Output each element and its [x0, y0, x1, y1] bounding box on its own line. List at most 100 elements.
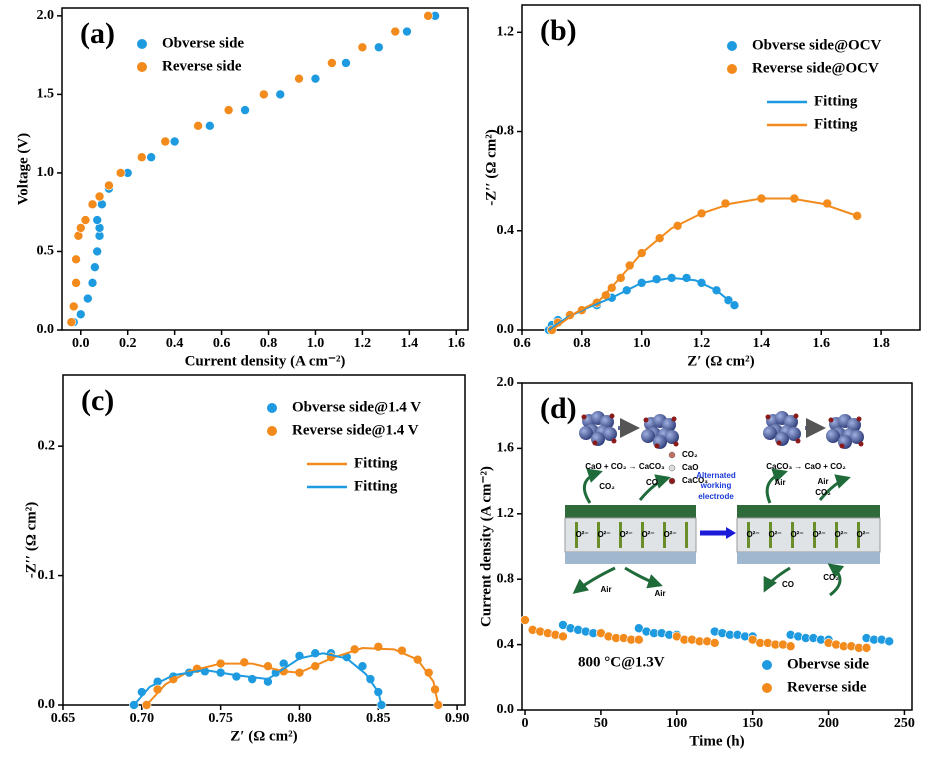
y-tick-label: 0.4 — [497, 223, 515, 238]
inset-dot — [610, 414, 615, 419]
y-tick-label: 0.2 — [38, 438, 56, 453]
inset-dot — [777, 441, 782, 446]
inset-dot — [582, 415, 587, 420]
data-point — [786, 642, 795, 651]
panel-label: (d) — [540, 392, 577, 425]
panel-label: (b) — [540, 14, 577, 47]
data-point — [276, 90, 285, 99]
data-point — [295, 74, 304, 83]
inset-label: Air — [654, 589, 665, 598]
x-tick-label: 1.6 — [448, 336, 466, 351]
data-point — [104, 181, 113, 190]
legend-label: Fitting — [814, 93, 858, 109]
legend-marker — [267, 403, 277, 413]
data-point — [682, 273, 691, 282]
x-tick-label: 50 — [594, 716, 608, 731]
data-point — [391, 27, 400, 36]
y-tick-label: 2.0 — [497, 375, 515, 390]
inset-label: CO — [782, 580, 794, 589]
legend-label: Fitting — [354, 455, 398, 471]
legend-marker — [137, 62, 147, 72]
y-tick-label: 1.6 — [497, 441, 515, 456]
inset-dot — [859, 442, 864, 447]
inset-label: CO₂ — [599, 482, 615, 491]
inset-label: O²⁻ — [575, 530, 588, 539]
x-tick-label: 1.2 — [693, 336, 711, 351]
data-point — [240, 658, 249, 667]
data-point — [710, 638, 719, 647]
inset-dot — [593, 441, 598, 446]
x-tick-label: 150 — [742, 716, 763, 731]
x-tick-label: 1.4 — [753, 336, 771, 351]
y-tick-label: 0.0 — [37, 322, 55, 337]
x-tick-label: 1.2 — [354, 336, 372, 351]
inset-label: CO₂ — [815, 488, 831, 497]
inset-sphere — [579, 426, 593, 440]
data-point — [137, 153, 146, 162]
inset-label: O²⁻ — [619, 530, 632, 539]
y-tick-label: 2.0 — [37, 8, 55, 23]
y-tick-label: 0.0 — [497, 322, 515, 337]
x-tick-label: 0.85 — [366, 711, 391, 726]
x-tick-label: 0.6 — [213, 336, 231, 351]
inset-label: Alternated — [696, 471, 736, 480]
annotation: 800 °C@1.3V — [578, 654, 665, 670]
inset-label: O²⁻ — [834, 530, 847, 539]
inset-label: CaO + CO₂ → CaCO₃ — [585, 462, 665, 471]
data-point — [95, 192, 104, 201]
plot-frame — [522, 5, 920, 330]
x-tick-label: 0.2 — [119, 336, 137, 351]
data-point — [327, 58, 336, 67]
inset-label: CO₂ — [823, 573, 839, 582]
legend-label: Obverse side — [162, 35, 244, 51]
legend-label: Obervse side — [787, 656, 869, 672]
data-point — [862, 643, 871, 652]
inset-label: O²⁻ — [856, 530, 869, 539]
data-point — [81, 216, 90, 225]
inset-dot — [674, 442, 679, 447]
legend-marker — [137, 39, 147, 49]
data-point — [147, 153, 156, 162]
y-axis-title: -Z′′ (Ω cm²) — [23, 502, 39, 579]
inset-sphere — [641, 429, 655, 443]
y-axis-title: Voltage (V) — [15, 133, 31, 205]
x-tick-label: 1.0 — [307, 336, 325, 351]
inset-label: Air — [817, 477, 828, 486]
inset-label: O²⁻ — [597, 530, 610, 539]
y-tick-label: 0.1 — [38, 568, 56, 583]
inset-arrowhead — [726, 527, 736, 539]
inset-label: working — [700, 481, 732, 490]
x-axis-title: Z′ (Ω cm²) — [687, 353, 754, 369]
legend-marker — [762, 683, 772, 693]
legend-label: Obverse side@1.4 V — [292, 399, 421, 415]
electrode-top — [737, 505, 880, 518]
inset-curve — [584, 472, 600, 503]
x-tick-label: 0.8 — [573, 336, 591, 351]
data-point — [93, 216, 102, 225]
data-point — [116, 168, 125, 177]
data-point — [374, 43, 383, 52]
x-tick-label: 1.6 — [812, 336, 830, 351]
y-tick-label: 1.2 — [497, 506, 515, 521]
y-tick-label: 0.8 — [497, 571, 515, 586]
x-tick-label: 1.8 — [872, 336, 890, 351]
legend-label: Reverse side@OCV — [752, 60, 879, 76]
data-point — [341, 58, 350, 67]
data-point — [358, 43, 367, 52]
x-tick-label: 250 — [894, 716, 915, 731]
electrode-top — [565, 505, 696, 518]
fit-line — [552, 199, 857, 330]
x-tick-label: 0.80 — [287, 711, 312, 726]
data-point — [67, 318, 76, 327]
x-tick-label: 0.0 — [72, 336, 90, 351]
inset-key — [669, 478, 675, 484]
inset-key — [669, 465, 675, 471]
x-tick-label: 0.4 — [166, 336, 184, 351]
inset-label: O²⁻ — [746, 530, 759, 539]
electrode-bar — [685, 522, 688, 548]
legend-label: Reverse side — [162, 58, 242, 74]
x-axis-title: Time (h) — [689, 733, 744, 749]
legend-marker — [727, 64, 737, 74]
inset-curve — [625, 568, 660, 585]
y-tick-label: 0.5 — [37, 244, 55, 259]
